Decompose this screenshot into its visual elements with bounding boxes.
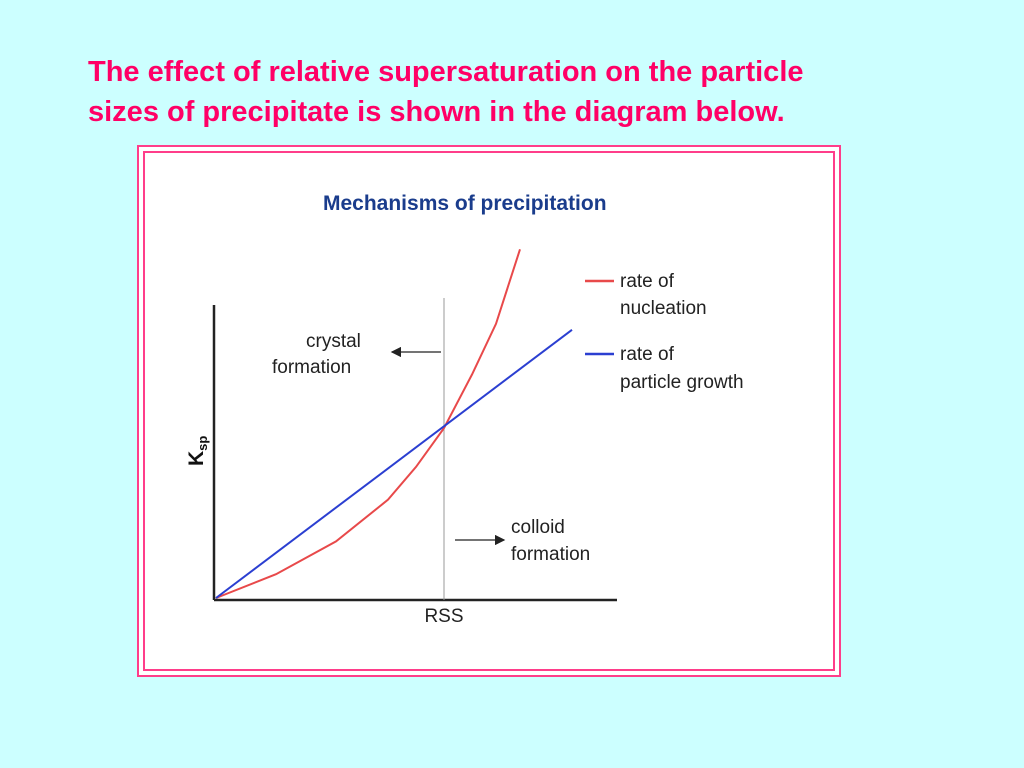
legend: rate of nucleation rate of particle grow… [585,271,744,393]
rss-tick-label: RSS [424,606,463,627]
annotation-colloid-formation-line-1: colloid [511,517,565,538]
annotation-colloid-formation-line-2: formation [511,544,590,565]
slide-title-line-1: The effect of relative supersaturation o… [88,56,804,88]
legend-label-nucleation-line-1: rate of [620,271,675,292]
figure-inner-border [143,151,835,671]
annotation-crystal-formation-line-2: formation [272,357,351,378]
svg-text:Ksp: Ksp [185,436,210,466]
series-line-nucleation [215,248,521,599]
slide-title: The effect of relative supersaturation o… [88,52,968,132]
annotation-crystal-formation-line-1: crystal [306,331,361,352]
series-line-particle-growth [215,329,573,599]
chart-title: Mechanisms of precipitation [323,192,607,215]
y-axis-label-group: Ksp [185,436,210,466]
y-axis-label: K [185,451,208,466]
y-axis-label-subscript: sp [195,436,210,451]
legend-label-growth-line-2: particle growth [620,372,744,393]
figure-frame [137,145,841,677]
slide-title-line-2: sizes of precipitate is shown in the dia… [88,96,785,128]
legend-label-growth-line-1: rate of [620,344,675,365]
legend-label-nucleation-line-2: nucleation [620,298,707,319]
